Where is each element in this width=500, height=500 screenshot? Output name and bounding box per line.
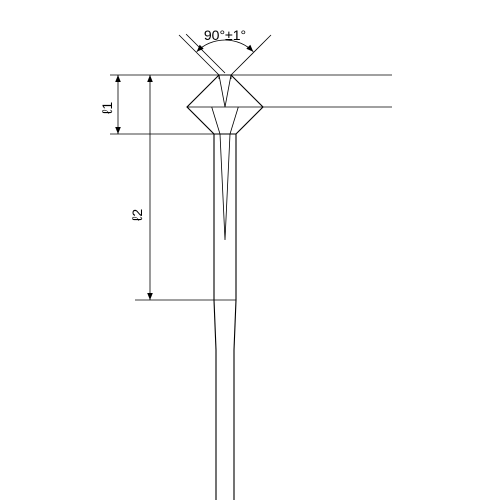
dim-l1-label: ℓ1 xyxy=(99,102,115,115)
dim-l2-label: ℓ2 xyxy=(129,209,145,222)
angle-label: 90°±1° xyxy=(204,27,246,43)
